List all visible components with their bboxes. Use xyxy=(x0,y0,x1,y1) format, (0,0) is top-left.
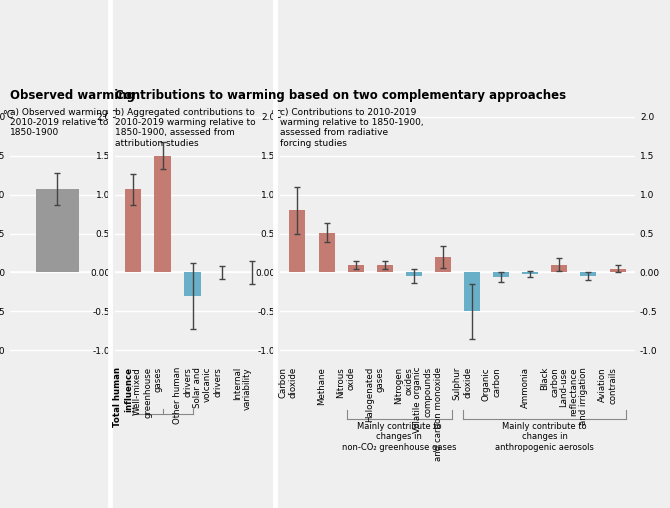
Text: Well-mixed
greenhouse
gases: Well-mixed greenhouse gases xyxy=(133,367,163,418)
Bar xyxy=(36,189,79,272)
Text: Ammonia: Ammonia xyxy=(521,367,530,408)
Text: Nitrous
oxide: Nitrous oxide xyxy=(336,367,356,398)
Text: a) Observed warming
2010-2019 relative to
1850-1900: a) Observed warming 2010-2019 relative t… xyxy=(10,108,109,137)
Text: Total human
influence: Total human influence xyxy=(113,367,133,427)
Bar xyxy=(610,269,626,272)
Text: Mainly contribute to
changes in
non-CO₂ greenhouse gases: Mainly contribute to changes in non-CO₂ … xyxy=(342,422,456,452)
Text: °C: °C xyxy=(270,110,281,120)
Text: Halogenated
gases: Halogenated gases xyxy=(365,367,385,422)
Bar xyxy=(184,272,201,296)
Text: °C: °C xyxy=(3,110,14,120)
Text: Black
carbon: Black carbon xyxy=(540,367,559,397)
Text: c) Contributions to 2010-2019
warming relative to 1850-1900,
assessed from radia: c) Contributions to 2010-2019 warming re… xyxy=(280,108,423,148)
Text: Sulphur
dioxide: Sulphur dioxide xyxy=(453,367,472,400)
Bar xyxy=(318,233,334,272)
Bar xyxy=(406,272,422,275)
Text: Land-use
reflectance
and irrigation: Land-use reflectance and irrigation xyxy=(559,367,588,425)
Text: Mainly contribute to
changes in
anthropogenic aerosols: Mainly contribute to changes in anthropo… xyxy=(495,422,594,452)
Bar xyxy=(551,265,567,272)
Bar xyxy=(435,257,451,272)
Text: °C: °C xyxy=(105,110,117,120)
Text: Contributions to warming based on two complementary approaches: Contributions to warming based on two co… xyxy=(115,89,566,103)
Bar xyxy=(464,272,480,311)
Bar xyxy=(348,265,364,272)
Bar xyxy=(580,272,596,276)
Bar xyxy=(125,189,141,272)
Bar xyxy=(155,155,171,272)
Text: Methane: Methane xyxy=(318,367,326,405)
Text: Volatile organic
compounds
and carbon monoxide: Volatile organic compounds and carbon mo… xyxy=(413,367,443,461)
Text: Aviation
contrails: Aviation contrails xyxy=(598,367,618,404)
Text: Other human
drivers: Other human drivers xyxy=(173,367,192,425)
Bar xyxy=(493,272,509,277)
Text: Solar and
volcanic
drivers: Solar and volcanic drivers xyxy=(192,367,222,408)
Text: Observed warming: Observed warming xyxy=(10,89,135,103)
Bar xyxy=(377,265,393,272)
Bar xyxy=(522,272,538,274)
Text: Organic
carbon: Organic carbon xyxy=(482,367,501,401)
Text: Carbon
dioxide: Carbon dioxide xyxy=(278,367,297,398)
Bar xyxy=(289,210,306,272)
Text: b) Aggregated contributions to
2010-2019 warming relative to
1850-1900, assessed: b) Aggregated contributions to 2010-2019… xyxy=(115,108,256,148)
Text: Internal
variability: Internal variability xyxy=(232,367,252,410)
Text: Nitrogen
oxides: Nitrogen oxides xyxy=(395,367,414,404)
